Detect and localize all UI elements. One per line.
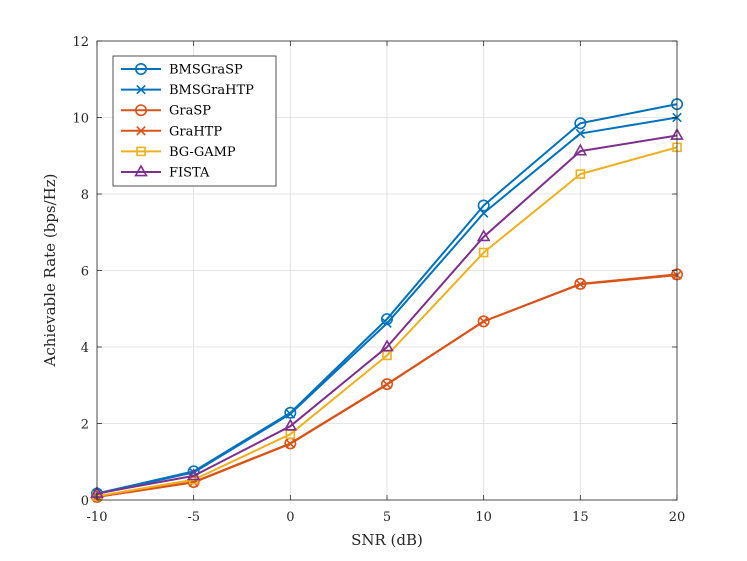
y-axis-label: Achievable Rate (bps/Hz) — [41, 174, 59, 368]
x-tick-label: 15 — [572, 510, 589, 525]
data-point — [477, 315, 490, 328]
legend-item: GraHTP — [121, 124, 222, 139]
legend: BMSGraSP BMSGraHTP GraSP GraHTP BG-GAMP FISTA — [112, 55, 277, 187]
data-point — [285, 409, 296, 419]
legend-item: BMSGraHTP — [121, 83, 254, 98]
legend-marker — [136, 146, 146, 157]
legend-item: BMSGraSP — [121, 63, 243, 78]
data-point — [575, 279, 586, 290]
legend-item: FISTA — [121, 164, 210, 181]
data-point — [575, 128, 586, 139]
data-point — [382, 350, 392, 361]
legend-label: BMSGraSP — [169, 63, 243, 78]
x-tick-label: 20 — [669, 510, 686, 525]
data-point — [478, 316, 489, 327]
x-tick-label: -10 — [87, 510, 108, 525]
y-tick-label: 10 — [72, 112, 89, 127]
data-point — [477, 199, 490, 212]
x-tick-label: 10 — [475, 510, 492, 525]
data-point — [186, 468, 201, 481]
data-point — [382, 318, 392, 329]
legend-label: FISTA — [169, 166, 210, 181]
legend-item: GraSP — [121, 104, 211, 119]
legend-marker — [136, 126, 146, 136]
legend-marker — [134, 164, 148, 177]
legend-marker — [135, 62, 148, 75]
y-tick-label: 4 — [81, 341, 89, 356]
y-tick-label: 12 — [72, 35, 89, 50]
legend-marker — [135, 104, 148, 117]
data-point — [380, 378, 393, 391]
y-tick-label: 8 — [81, 188, 89, 203]
legend-item: BG-GAMP — [121, 145, 236, 160]
data-point — [476, 229, 491, 242]
data-point — [478, 208, 489, 218]
y-tick-label: 2 — [81, 418, 89, 433]
y-tick-label: 0 — [81, 494, 89, 509]
legend-label: BG-GAMP — [169, 145, 236, 160]
series-line — [96, 134, 678, 495]
ticks: -10 -5 0 5 10 15 20 0 2 4 6 8 10 12 — [72, 35, 685, 525]
data-point — [573, 143, 588, 156]
data-point — [283, 418, 298, 431]
legend-box — [112, 55, 277, 187]
x-tick-label: 5 — [383, 510, 391, 525]
data-point — [285, 439, 296, 449]
data-point — [574, 117, 587, 130]
x-axis-label: SNR (dB) — [351, 531, 423, 549]
series-layer — [90, 98, 684, 503]
data-point — [575, 169, 586, 179]
data-point — [382, 379, 392, 390]
data-point — [380, 339, 394, 352]
legend-label: GraHTP — [169, 124, 222, 139]
series-fista — [90, 127, 684, 498]
y-tick-label: 6 — [81, 265, 89, 280]
data-point — [478, 247, 489, 258]
data-point — [284, 406, 297, 419]
x-tick-label: -5 — [187, 510, 200, 525]
x-tick-label: 0 — [286, 510, 294, 525]
series-grahtp — [92, 270, 682, 502]
legend-label: GraSP — [169, 104, 211, 119]
legend-marker — [136, 84, 146, 95]
legend-label: BMSGraHTP — [169, 83, 254, 98]
